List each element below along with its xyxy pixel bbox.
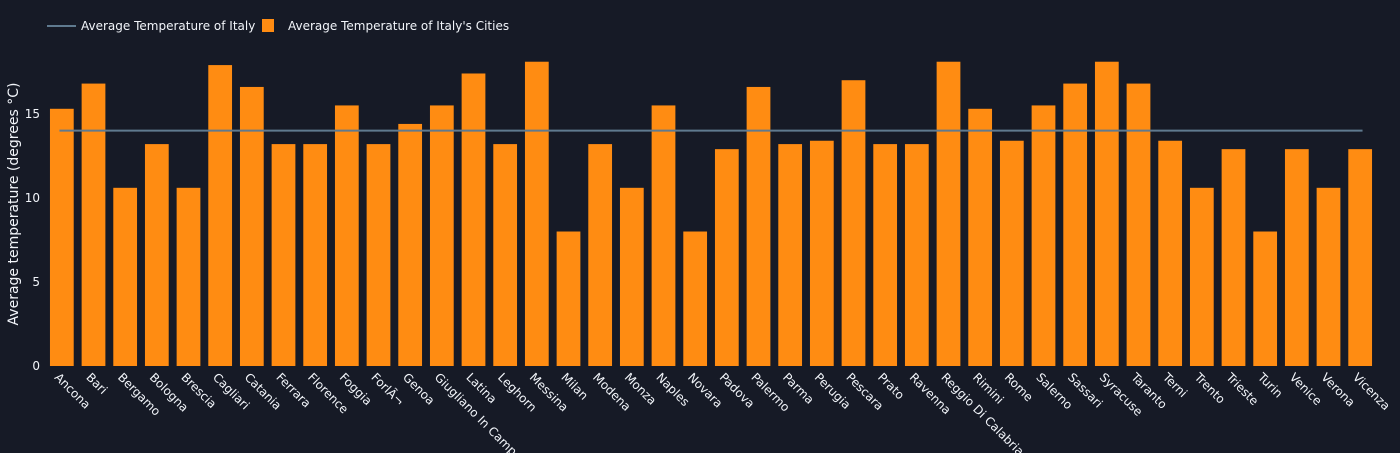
bar[interactable] [81,83,106,366]
bar[interactable] [714,149,739,366]
bar[interactable] [1316,187,1341,366]
legend-label-cities: Average Temperature of Italy's Cities [288,19,509,33]
bar[interactable] [1031,105,1056,367]
bar[interactable] [936,61,961,366]
x-tick-label: Trento [1191,370,1228,407]
bar[interactable] [144,144,169,366]
bar[interactable] [651,105,676,367]
bar[interactable] [113,187,138,366]
bar[interactable] [1158,140,1183,366]
x-tick-label: Bari [83,370,110,397]
x-tick-label: Verona [1318,370,1357,409]
y-tick-label: 0 [32,359,40,373]
bar[interactable] [746,86,771,366]
bar[interactable] [778,144,803,366]
legend-bar-swatch [262,19,274,32]
bar[interactable] [1063,83,1088,366]
x-tick-label: Vicenza [1350,370,1393,413]
bar[interactable] [239,86,264,366]
bar[interactable] [999,140,1024,366]
bar[interactable] [1189,187,1214,366]
bar[interactable] [1126,83,1151,366]
bar[interactable] [968,108,993,366]
bar[interactable] [49,108,74,366]
bar[interactable] [524,61,549,366]
x-tick-label: ForlÃ¬ [368,370,407,409]
bar[interactable] [619,187,644,366]
bar[interactable] [841,80,866,366]
bar[interactable] [176,187,201,366]
bar[interactable] [208,65,233,366]
bar[interactable] [461,73,486,367]
bar[interactable] [366,144,391,366]
y-tick-label: 10 [25,191,40,205]
bar[interactable] [398,123,423,366]
y-axis-ticks: 0 5 10 15 [25,107,40,373]
x-tick-label: Naples [653,370,692,409]
bar[interactable] [1221,149,1246,366]
bar[interactable] [873,144,898,366]
bar[interactable] [904,144,929,366]
bar[interactable] [588,144,613,366]
bar[interactable] [1094,61,1119,366]
x-tick-label: Trieste [1223,370,1262,409]
x-tick-label: Genoa [400,370,437,407]
legend[interactable]: Average Temperature of Italy Average Tem… [47,19,509,33]
x-tick-label: Venice [1287,370,1325,408]
bar[interactable] [683,231,708,366]
y-tick-label: 15 [25,107,40,121]
bar[interactable] [556,231,581,366]
bar[interactable] [1253,231,1278,366]
bar[interactable] [334,105,359,367]
bar[interactable] [1284,149,1309,366]
x-tick-label: Rome [1002,370,1036,404]
bar[interactable] [1348,149,1373,366]
y-axis-title: Average temperature (degrees °C) [6,83,22,326]
y-tick-label: 5 [32,275,40,289]
legend-label-italy-average: Average Temperature of Italy [81,19,255,33]
bars [49,61,1373,367]
bar[interactable] [809,140,834,366]
bar[interactable] [303,144,328,366]
bar[interactable] [271,144,296,366]
bar[interactable] [493,144,518,366]
bar[interactable] [429,105,454,367]
